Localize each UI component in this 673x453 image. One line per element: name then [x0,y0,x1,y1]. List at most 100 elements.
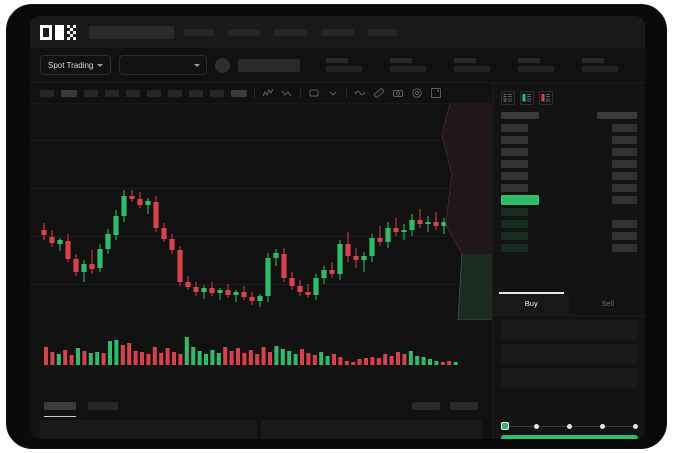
total-field[interactable] [501,368,638,388]
nav-item-4[interactable] [321,28,354,36]
order-book-row[interactable] [501,135,637,144]
order-book-price-bar [501,171,528,180]
logo-cell [67,30,70,34]
orders-tab-2[interactable] [88,402,118,410]
stat-value [518,66,555,72]
candle-body [145,201,151,205]
logo-cell [70,33,73,37]
timeframe-button-2[interactable] [61,89,77,97]
orders-action-2[interactable] [450,402,478,410]
slider-handle[interactable] [501,422,509,430]
order-book-row[interactable] [501,123,637,132]
candle-body [289,278,295,286]
order-book-row[interactable] [501,219,637,228]
chart-type-icon[interactable] [354,87,366,99]
logo-cell [67,36,70,40]
candlestick-chart[interactable] [30,104,492,320]
timeframe-button-8[interactable] [189,89,203,97]
indicator-icon[interactable] [262,87,274,99]
orders-tab-1[interactable] [44,402,76,417]
order-book-row[interactable] [501,171,637,180]
volume-chart [30,320,492,392]
order-book-price-bar [501,231,528,240]
candle-body [233,292,239,295]
volume-bar [140,352,144,365]
slider-stop-75[interactable] [600,423,605,429]
orders-action-1[interactable] [412,402,440,410]
orderbook-mode-both[interactable] [501,91,515,105]
logo-cell [58,27,61,31]
amount-field[interactable] [501,344,638,364]
timeframe-button-4[interactable] [105,89,119,97]
volume-bar [389,356,394,365]
logo-cell [40,24,43,28]
candle-body [121,196,127,216]
timeframe-button-7[interactable] [168,89,182,97]
timeframe-button-10[interactable] [231,89,247,97]
settings-icon[interactable] [411,87,423,99]
ruler-icon[interactable] [373,87,385,99]
fullscreen-icon[interactable] [430,87,442,99]
volume-bar [370,357,375,365]
candle-body [177,250,183,282]
orderbook-mode-bids[interactable] [520,91,534,105]
logo-cell [61,33,64,37]
order-book-current-price-row[interactable] [501,194,637,205]
price-field[interactable] [501,320,638,340]
compare-icon[interactable] [281,87,293,99]
gridline [30,284,492,285]
nav-item-2[interactable] [228,28,260,36]
volume-bar [434,361,439,365]
chevron-down-icon[interactable] [327,87,339,99]
order-book-row[interactable] [501,231,637,240]
order-book-row[interactable] [501,147,637,156]
volume-bar [146,354,151,365]
template-icon[interactable] [308,87,320,99]
trading-pair-selector[interactable] [119,55,208,75]
search-input[interactable] [89,25,174,39]
volume-bar [133,351,138,365]
volume-bar [152,347,157,365]
logo-cell [73,36,76,40]
nav-item-3[interactable] [274,28,307,36]
timeframe-button-9[interactable] [210,89,224,97]
volume-bar [453,362,458,365]
slider-stop-100[interactable] [633,423,638,429]
volume-bar [415,356,420,365]
logo-cell [73,30,76,34]
camera-icon[interactable] [392,87,404,99]
volume-bar [82,351,87,365]
stat-label [326,58,349,63]
candle-body [153,202,159,228]
stat-value [390,66,427,72]
nav-item-1[interactable] [184,28,214,36]
order-book-row[interactable] [501,159,637,168]
place-order-button[interactable] [501,435,638,439]
order-book-price-bar [501,207,528,216]
slider-stop-25[interactable] [534,423,539,429]
timeframe-button-6[interactable] [147,89,161,97]
tab-sell[interactable]: Sell [570,292,646,315]
tab-buy[interactable]: Buy [493,292,570,315]
slider-stop-50[interactable] [567,423,572,429]
order-book-list[interactable] [493,111,645,252]
timeframe-button-5[interactable] [126,89,140,97]
stat-value [454,66,491,72]
volume-bar [287,351,292,365]
orderbook-mode-asks[interactable] [539,91,553,105]
order-book-row[interactable] [501,183,637,192]
timeframe-button-3[interactable] [84,89,98,97]
order-book-row[interactable] [501,243,637,252]
timeframe-list [40,89,247,97]
nav-item-5[interactable] [368,28,397,36]
timeframe-button-1[interactable] [40,89,54,97]
volume-bar [261,347,266,365]
volume-bar [76,348,80,365]
candle-body [209,288,215,293]
column-header-amount [597,112,637,119]
volume-bar [383,354,388,365]
okx-logo[interactable] [40,24,79,40]
trading-mode-selector[interactable]: Spot Trading [40,55,112,75]
order-book-row[interactable] [501,207,637,216]
amount-slider[interactable] [501,420,638,432]
